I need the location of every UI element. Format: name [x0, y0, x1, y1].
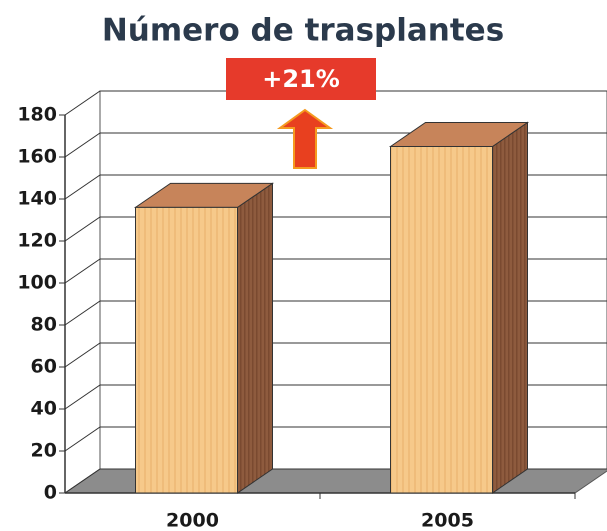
bar-side	[237, 182, 273, 494]
y-tick-label: 60	[31, 356, 57, 378]
annotation-box	[226, 58, 376, 100]
y-tick-label: 80	[31, 314, 57, 336]
y-tick-label: 160	[17, 146, 57, 168]
y-tick-label: 100	[17, 272, 57, 294]
y-tick-label: 0	[44, 482, 57, 504]
bar-side	[492, 121, 528, 494]
y-tick-label: 20	[31, 440, 57, 462]
bar	[135, 206, 238, 494]
x-tick-label: 2005	[421, 510, 474, 531]
x-tick-label: 2000	[166, 510, 219, 531]
annotation: +21%	[262, 65, 340, 93]
y-tick-label: 140	[17, 188, 57, 210]
grid-line	[64, 90, 607, 116]
chart-title: Número de trasplantes	[102, 13, 504, 49]
y-tick-label: 120	[17, 230, 57, 252]
bar	[390, 146, 493, 494]
y-tick-label: 180	[17, 104, 57, 126]
y-tick-label: 40	[31, 398, 57, 420]
arrow	[276, 108, 334, 169]
